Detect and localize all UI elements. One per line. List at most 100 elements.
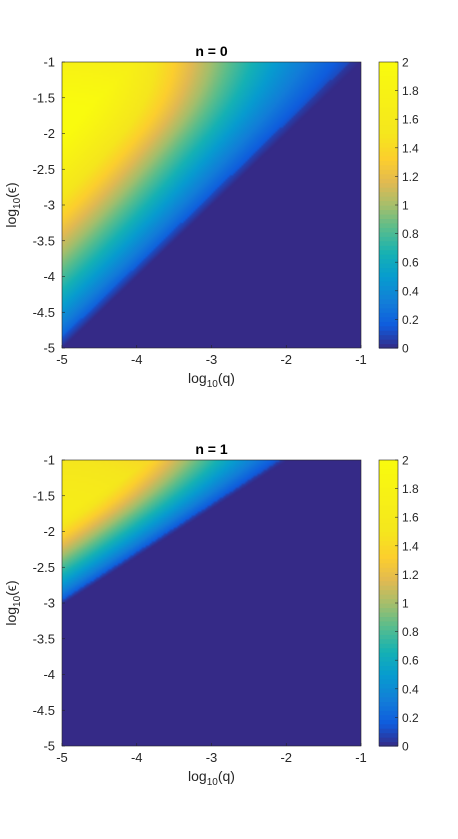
colorbar-segment (379, 129, 398, 135)
colorbar-segment (379, 710, 398, 716)
colorbar-segment (379, 656, 398, 662)
colorbar-segment (379, 196, 398, 202)
y-tick-label: -3.5 (33, 233, 55, 248)
colorbar-segment (379, 325, 398, 331)
colorbar-segment (379, 603, 398, 609)
colorbar-segment (379, 486, 398, 492)
y-tick-label: -1 (43, 55, 55, 70)
colorbar-segment (379, 182, 398, 188)
y-tick-label: -1 (43, 453, 55, 468)
x-tick-label: -3 (206, 750, 218, 765)
colorbar-segment (379, 97, 398, 103)
x-tick-label: -4 (131, 352, 143, 367)
colorbar-segment (379, 240, 398, 246)
colorbar-segment (379, 124, 398, 130)
colorbar-segment (379, 160, 398, 166)
colorbar-segment (379, 70, 398, 77)
colorbar-segment (379, 741, 398, 747)
colorbar-segment (379, 504, 398, 510)
colorbar-segment (379, 544, 398, 550)
colorbar-segment (379, 558, 398, 564)
x-tick-label: -5 (56, 750, 68, 765)
colorbar-segment (379, 535, 398, 542)
x-tick-label: -4 (131, 750, 143, 765)
y-axis-label: log10(ϵ) (3, 182, 23, 227)
colorbar-segment (379, 191, 398, 197)
colorbar-tick-label: 0.6 (402, 256, 419, 270)
colorbar-segment (379, 527, 398, 533)
colorbar-tick-label: 1 (402, 199, 409, 213)
y-tick-label: -4.5 (33, 305, 55, 320)
colorbar-segment (379, 187, 398, 193)
colorbar-tick-label: 0.8 (402, 227, 419, 241)
colorbar-segment (379, 553, 398, 559)
colorbar-tick-label: 1.4 (402, 539, 419, 553)
y-tick-label: -2 (43, 524, 55, 539)
colorbar-tick-label: 1.2 (402, 568, 419, 582)
colorbar-segment (379, 477, 398, 483)
colorbar-segment (379, 62, 398, 68)
colorbar-segment (379, 106, 398, 112)
colorbar-segment (379, 236, 398, 242)
colorbar-segment (379, 518, 398, 524)
y-tick-label: -1.5 (33, 488, 55, 503)
colorbar-segment (379, 307, 398, 313)
colorbar-tick-label: 1.8 (402, 482, 419, 496)
colorbar-segment (379, 634, 398, 640)
colorbar-segment (379, 133, 398, 139)
colorbar-segment (379, 84, 398, 90)
colorbar-segment (379, 343, 398, 349)
colorbar-segment (379, 137, 398, 144)
colorbar-segment (379, 473, 398, 479)
colorbar-segment (379, 294, 398, 300)
colorbar-segment (379, 643, 398, 649)
colorbar-segment (379, 312, 398, 318)
colorbar-segment (379, 732, 398, 738)
colorbar-segment (379, 719, 398, 725)
colorbar-segment (379, 665, 398, 671)
colorbar-segment (379, 661, 398, 667)
colorbar-segment (379, 245, 398, 251)
colorbar-segment (379, 638, 398, 644)
colorbar-segment (379, 146, 398, 152)
colorbar-segment (379, 111, 398, 117)
x-tick-label: -2 (280, 352, 292, 367)
colorbar-segment (379, 562, 398, 568)
colorbar-segment (379, 509, 398, 515)
colorbar-tick-label: 1.6 (402, 511, 419, 525)
colorbar-tick-label: 2 (402, 56, 409, 70)
colorbar-segment (379, 218, 398, 224)
x-tick-label: -1 (355, 750, 367, 765)
colorbar-segment (379, 522, 398, 528)
colorbar-segment (379, 598, 398, 604)
colorbar-tick-label: 1.2 (402, 170, 419, 184)
y-tick-label: -4 (43, 667, 55, 682)
colorbar-segment (379, 647, 398, 653)
colorbar-segment (379, 164, 398, 170)
colorbar-tick-label: 1.8 (402, 84, 419, 98)
colorbar-segment (379, 289, 398, 295)
colorbar-segment (379, 334, 398, 340)
colorbar: 0 0.2 0.4 0.6 0.8 1 1.2 1.4 1.6 1.8 2 (378, 56, 419, 356)
colorbar-segment (379, 155, 398, 161)
x-tick-label: -1 (355, 352, 367, 367)
y-tick-label: -4 (43, 269, 55, 284)
colorbar-segment (379, 178, 398, 184)
heatmap-image (62, 460, 361, 746)
colorbar-segment (379, 66, 398, 72)
colorbar-segment (379, 723, 398, 729)
colorbar-segment (379, 567, 398, 573)
y-tick-label: -2.5 (33, 162, 55, 177)
colorbar-tick-label: 0.4 (402, 682, 419, 696)
colorbar-segment (379, 205, 398, 211)
colorbar-segment (379, 607, 398, 613)
colorbar-segment (379, 213, 398, 220)
x-axis-label: log10(q) (188, 768, 235, 788)
colorbar-segment (379, 571, 398, 577)
colorbar-segment (379, 629, 398, 635)
colorbar-segment (379, 728, 398, 734)
x-tick-label: -3 (206, 352, 218, 367)
y-tick-label: -5 (43, 739, 55, 754)
colorbar-segment (379, 714, 398, 720)
